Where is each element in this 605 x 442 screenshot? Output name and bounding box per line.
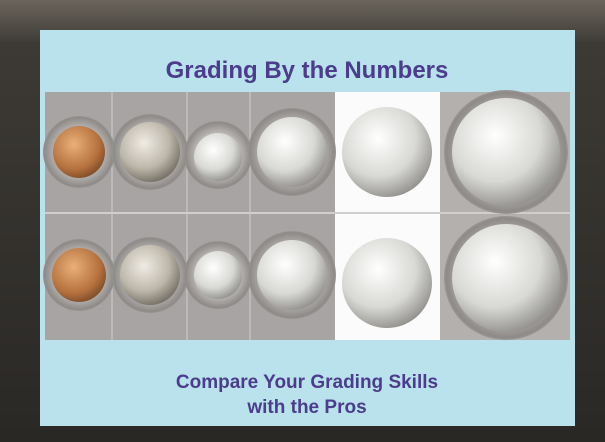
coin-collage	[43, 90, 570, 340]
slide-subtitle: Compare Your Grading Skills	[176, 372, 438, 393]
coin	[53, 126, 105, 178]
coin	[120, 122, 180, 182]
photo: Grading By the Numbers Compare Your Grad…	[0, 0, 605, 442]
coin	[52, 248, 106, 302]
coin	[194, 251, 242, 299]
coin	[194, 133, 242, 181]
coin	[120, 245, 180, 305]
coin	[257, 240, 327, 310]
slide-subtitle: with the Pros	[246, 397, 366, 418]
coin	[257, 117, 327, 187]
coin	[452, 98, 560, 206]
page: Grading By the Numbers Compare Your Grad…	[0, 0, 605, 442]
coin	[452, 224, 560, 332]
coin	[342, 107, 432, 197]
coin	[342, 238, 432, 328]
slide-title: Grading By the Numbers	[166, 57, 449, 84]
